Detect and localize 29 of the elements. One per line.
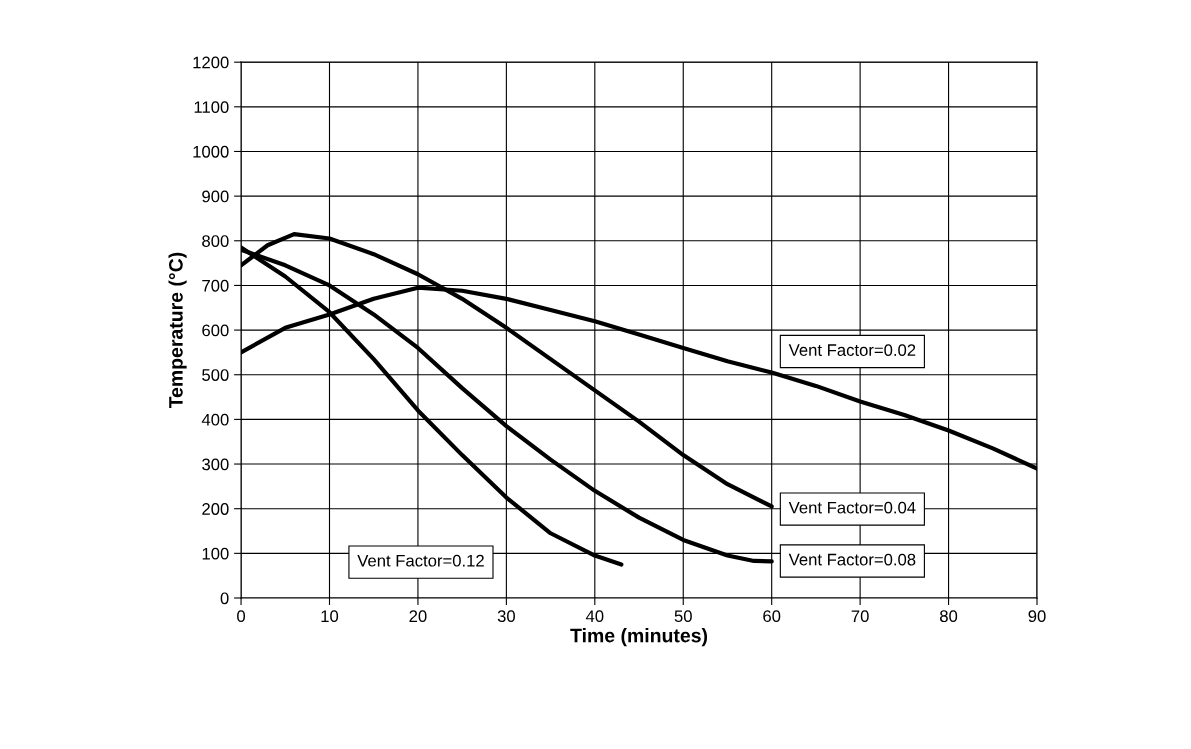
x-tick-label: 40: [585, 610, 604, 623]
y-axis-title: Temperature (°C): [168, 252, 187, 409]
text: Vent Factor=0.12: [357, 554, 484, 567]
series-label: Vent Factor=0.04: [788, 501, 916, 514]
x-tick-label: 90: [1028, 610, 1046, 623]
y-tick-label: 200: [202, 503, 229, 515]
y-tick-label: 300: [202, 458, 229, 471]
y-tick-label: 1200: [193, 56, 229, 69]
y-tick-label: 700: [202, 279, 229, 292]
x-tick-label: 20: [409, 610, 427, 623]
y-tick-label: 600: [202, 324, 229, 337]
x-tick-label: 50: [674, 610, 692, 623]
x-tick-label: 80: [940, 610, 958, 623]
series-label: Vent Factor=0.08: [788, 553, 916, 566]
x-tick-label: 70: [851, 610, 869, 623]
y-tick-label: 0: [220, 592, 229, 605]
x-tick-label: 60: [763, 610, 781, 623]
y-tick-label: 400: [201, 413, 229, 426]
y-tick-label: 1000: [193, 145, 229, 158]
series-label: Vent Factor=0.02: [788, 344, 916, 356]
x-tick-label: 30: [497, 610, 515, 623]
y-tick-label: 900: [202, 190, 229, 203]
y-tick-label: 800: [202, 235, 229, 247]
y-tick-label: 100: [202, 547, 229, 560]
x-tick-label: 10: [321, 610, 339, 623]
x-tick-label: 0: [237, 610, 246, 623]
y-tick-label: 1100: [194, 101, 229, 114]
y-tick-label: 500: [202, 369, 229, 381]
x-axis-title: Time (minutes): [570, 628, 708, 647]
